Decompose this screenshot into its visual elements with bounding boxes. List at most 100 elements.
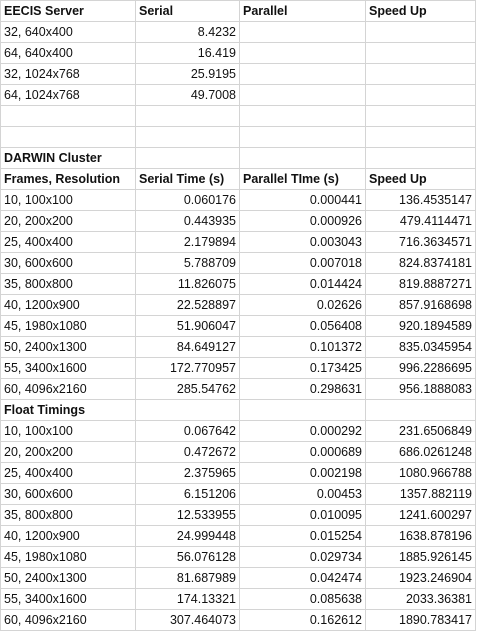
sheet-cell[interactable]: 956.1888083 — [365, 378, 476, 400]
sheet-cell[interactable]: 6.151206 — [135, 483, 240, 505]
sheet-cell[interactable]: 40, 1200x900 — [0, 525, 136, 547]
sheet-cell[interactable]: 0.000292 — [239, 420, 366, 442]
sheet-cell[interactable]: 35, 800x800 — [0, 273, 136, 295]
sheet-cell[interactable]: 0.067642 — [135, 420, 240, 442]
sheet-cell[interactable]: 996.2286695 — [365, 357, 476, 379]
sheet-cell[interactable]: Serial Time (s) — [135, 168, 240, 190]
sheet-cell[interactable]: 32, 640x400 — [0, 21, 136, 43]
sheet-cell[interactable]: 2.179894 — [135, 231, 240, 253]
sheet-cell[interactable]: 50, 2400x1300 — [0, 336, 136, 358]
sheet-cell[interactable]: Serial — [135, 0, 240, 22]
sheet-cell[interactable] — [365, 21, 476, 43]
sheet-cell[interactable]: 64, 1024x768 — [0, 84, 136, 106]
sheet-cell[interactable]: Parallel TIme (s) — [239, 168, 366, 190]
sheet-cell[interactable]: 56.076128 — [135, 546, 240, 568]
sheet-cell[interactable]: 40, 1200x900 — [0, 294, 136, 316]
sheet-cell[interactable]: 1923.246904 — [365, 567, 476, 589]
sheet-cell[interactable]: 22.528897 — [135, 294, 240, 316]
sheet-cell[interactable]: DARWIN Cluster — [0, 147, 136, 169]
sheet-cell[interactable] — [0, 105, 136, 127]
sheet-cell[interactable] — [239, 399, 366, 421]
sheet-cell[interactable]: 1080.966788 — [365, 462, 476, 484]
sheet-cell[interactable]: 25, 400x400 — [0, 231, 136, 253]
sheet-cell[interactable]: 0.000441 — [239, 189, 366, 211]
sheet-cell[interactable]: 136.4535147 — [365, 189, 476, 211]
sheet-cell[interactable]: 0.101372 — [239, 336, 366, 358]
sheet-cell[interactable] — [239, 105, 366, 127]
sheet-cell[interactable]: 30, 600x600 — [0, 483, 136, 505]
sheet-cell[interactable]: 0.443935 — [135, 210, 240, 232]
sheet-cell[interactable]: 285.54762 — [135, 378, 240, 400]
sheet-cell[interactable]: 0.056408 — [239, 315, 366, 337]
sheet-cell[interactable] — [365, 84, 476, 106]
sheet-cell[interactable]: 20, 200x200 — [0, 210, 136, 232]
sheet-cell[interactable] — [365, 105, 476, 127]
sheet-cell[interactable]: 0.014424 — [239, 273, 366, 295]
sheet-cell[interactable]: 10, 100x100 — [0, 420, 136, 442]
sheet-cell[interactable] — [239, 147, 366, 169]
sheet-cell[interactable]: 45, 1980x1080 — [0, 315, 136, 337]
sheet-cell[interactable]: 30, 600x600 — [0, 252, 136, 274]
sheet-cell[interactable]: 0.003043 — [239, 231, 366, 253]
sheet-cell[interactable]: 824.8374181 — [365, 252, 476, 274]
sheet-cell[interactable] — [239, 63, 366, 85]
sheet-cell[interactable]: 1890.783417 — [365, 609, 476, 631]
sheet-cell[interactable]: 0.007018 — [239, 252, 366, 274]
sheet-cell[interactable] — [365, 42, 476, 64]
sheet-cell[interactable]: 55, 3400x1600 — [0, 357, 136, 379]
sheet-cell[interactable]: 10, 100x100 — [0, 189, 136, 211]
sheet-cell[interactable] — [135, 105, 240, 127]
sheet-cell[interactable]: 0.010095 — [239, 504, 366, 526]
sheet-cell[interactable] — [239, 126, 366, 148]
sheet-cell[interactable]: 231.6506849 — [365, 420, 476, 442]
sheet-cell[interactable]: 20, 200x200 — [0, 441, 136, 463]
sheet-cell[interactable]: 60, 4096x2160 — [0, 378, 136, 400]
sheet-cell[interactable]: 479.4114471 — [365, 210, 476, 232]
sheet-cell[interactable]: 49.7008 — [135, 84, 240, 106]
sheet-cell[interactable] — [239, 84, 366, 106]
sheet-cell[interactable]: 716.3634571 — [365, 231, 476, 253]
sheet-cell[interactable] — [365, 147, 476, 169]
sheet-cell[interactable]: 16.419 — [135, 42, 240, 64]
sheet-cell[interactable]: EECIS Server — [0, 0, 136, 22]
sheet-cell[interactable]: 1357.882119 — [365, 483, 476, 505]
sheet-cell[interactable]: 686.0261248 — [365, 441, 476, 463]
sheet-cell[interactable]: 25.9195 — [135, 63, 240, 85]
sheet-cell[interactable] — [135, 399, 240, 421]
sheet-cell[interactable]: Float Timings — [0, 399, 136, 421]
sheet-cell[interactable]: 51.906047 — [135, 315, 240, 337]
sheet-cell[interactable] — [365, 63, 476, 85]
sheet-cell[interactable]: 24.999448 — [135, 525, 240, 547]
sheet-cell[interactable]: 172.770957 — [135, 357, 240, 379]
sheet-cell[interactable]: 81.687989 — [135, 567, 240, 589]
sheet-cell[interactable]: 1885.926145 — [365, 546, 476, 568]
sheet-cell[interactable]: 1241.600297 — [365, 504, 476, 526]
sheet-cell[interactable] — [135, 126, 240, 148]
sheet-cell[interactable]: 174.13321 — [135, 588, 240, 610]
sheet-cell[interactable] — [239, 42, 366, 64]
sheet-cell[interactable]: 32, 1024x768 — [0, 63, 136, 85]
sheet-cell[interactable] — [239, 21, 366, 43]
sheet-cell[interactable]: 307.464073 — [135, 609, 240, 631]
sheet-cell[interactable]: 25, 400x400 — [0, 462, 136, 484]
sheet-cell[interactable]: 857.9168698 — [365, 294, 476, 316]
sheet-cell[interactable]: 0.162612 — [239, 609, 366, 631]
sheet-cell[interactable] — [365, 399, 476, 421]
sheet-cell[interactable]: 11.826075 — [135, 273, 240, 295]
sheet-cell[interactable]: Speed Up — [365, 0, 476, 22]
sheet-cell[interactable]: 1638.878196 — [365, 525, 476, 547]
sheet-cell[interactable]: 2.375965 — [135, 462, 240, 484]
sheet-cell[interactable] — [365, 126, 476, 148]
sheet-cell[interactable]: 2033.36381 — [365, 588, 476, 610]
sheet-cell[interactable]: 0.060176 — [135, 189, 240, 211]
sheet-cell[interactable]: 55, 3400x1600 — [0, 588, 136, 610]
sheet-cell[interactable]: 84.649127 — [135, 336, 240, 358]
sheet-cell[interactable]: 0.000689 — [239, 441, 366, 463]
sheet-cell[interactable]: Frames, Resolution — [0, 168, 136, 190]
sheet-cell[interactable]: 0.00453 — [239, 483, 366, 505]
sheet-cell[interactable]: 50, 2400x1300 — [0, 567, 136, 589]
sheet-cell[interactable]: 0.472672 — [135, 441, 240, 463]
sheet-cell[interactable]: 8.4232 — [135, 21, 240, 43]
sheet-cell[interactable]: Speed Up — [365, 168, 476, 190]
sheet-cell[interactable]: 35, 800x800 — [0, 504, 136, 526]
